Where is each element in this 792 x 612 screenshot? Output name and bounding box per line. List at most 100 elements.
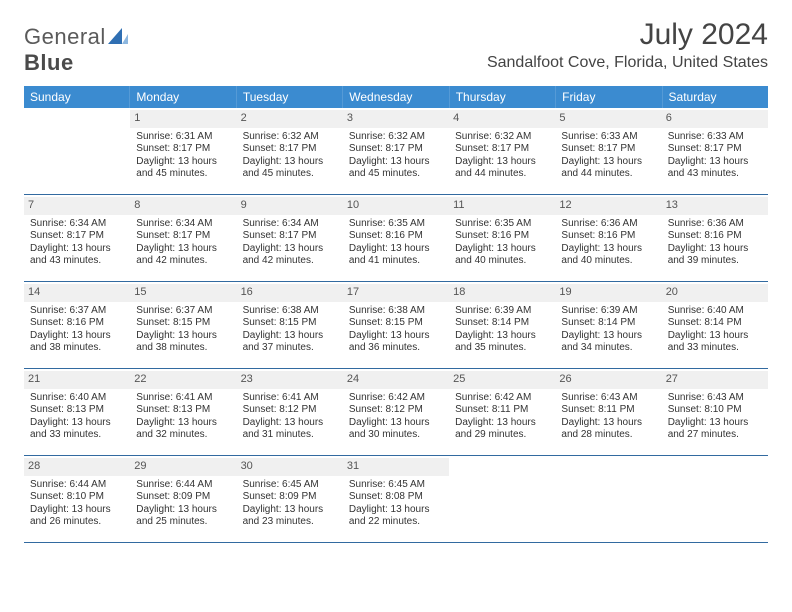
sunrise-text: Sunrise: 6:42 AM	[349, 392, 443, 405]
sunset-text: Sunset: 8:17 PM	[136, 143, 230, 156]
day-number: 17	[343, 284, 449, 302]
weekday-header: Thursday	[450, 86, 556, 108]
sunrise-text: Sunrise: 6:31 AM	[136, 131, 230, 144]
day-cell: 28Sunrise: 6:44 AMSunset: 8:10 PMDayligh…	[24, 456, 130, 542]
daylight-text: and 45 minutes.	[136, 168, 230, 181]
sunrise-text: Sunrise: 6:45 AM	[349, 479, 443, 492]
daylight-text: Daylight: 13 hours	[243, 156, 337, 169]
empty-cell	[24, 108, 130, 194]
daylight-text: and 42 minutes.	[243, 255, 337, 268]
day-cell: 14Sunrise: 6:37 AMSunset: 8:16 PMDayligh…	[24, 282, 130, 368]
daylight-text: and 30 minutes.	[349, 429, 443, 442]
sunrise-text: Sunrise: 6:34 AM	[243, 218, 337, 231]
daylight-text: and 35 minutes.	[455, 342, 549, 355]
logo-text-b: Blue	[24, 50, 74, 75]
daylight-text: Daylight: 13 hours	[136, 330, 230, 343]
day-cell: 17Sunrise: 6:38 AMSunset: 8:15 PMDayligh…	[343, 282, 449, 368]
daylight-text: and 31 minutes.	[243, 429, 337, 442]
sail-icon	[108, 24, 128, 50]
page-title: July 2024	[487, 18, 768, 52]
sunset-text: Sunset: 8:10 PM	[30, 491, 124, 504]
sunset-text: Sunset: 8:16 PM	[30, 317, 124, 330]
sunset-text: Sunset: 8:17 PM	[243, 230, 337, 243]
day-number: 12	[555, 197, 661, 215]
sunset-text: Sunset: 8:09 PM	[136, 491, 230, 504]
empty-cell	[555, 456, 661, 542]
day-cell: 13Sunrise: 6:36 AMSunset: 8:16 PMDayligh…	[662, 195, 768, 281]
day-number: 1	[130, 110, 236, 128]
day-cell: 19Sunrise: 6:39 AMSunset: 8:14 PMDayligh…	[555, 282, 661, 368]
daylight-text: and 38 minutes.	[30, 342, 124, 355]
day-number: 13	[662, 197, 768, 215]
sunset-text: Sunset: 8:16 PM	[561, 230, 655, 243]
daylight-text: Daylight: 13 hours	[349, 330, 443, 343]
daylight-text: Daylight: 13 hours	[668, 243, 762, 256]
daylight-text: Daylight: 13 hours	[561, 156, 655, 169]
sunrise-text: Sunrise: 6:41 AM	[136, 392, 230, 405]
sunset-text: Sunset: 8:13 PM	[136, 404, 230, 417]
daylight-text: and 45 minutes.	[243, 168, 337, 181]
weekday-header: Monday	[130, 86, 236, 108]
week-row: 7Sunrise: 6:34 AMSunset: 8:17 PMDaylight…	[24, 195, 768, 282]
sunrise-text: Sunrise: 6:34 AM	[136, 218, 230, 231]
daylight-text: and 41 minutes.	[349, 255, 443, 268]
daylight-text: Daylight: 13 hours	[136, 417, 230, 430]
daylight-text: Daylight: 13 hours	[349, 417, 443, 430]
daylight-text: and 36 minutes.	[349, 342, 443, 355]
day-number: 29	[130, 458, 236, 476]
day-cell: 11Sunrise: 6:35 AMSunset: 8:16 PMDayligh…	[449, 195, 555, 281]
sunrise-text: Sunrise: 6:44 AM	[136, 479, 230, 492]
daylight-text: Daylight: 13 hours	[455, 417, 549, 430]
day-cell: 24Sunrise: 6:42 AMSunset: 8:12 PMDayligh…	[343, 369, 449, 455]
week-row: 21Sunrise: 6:40 AMSunset: 8:13 PMDayligh…	[24, 369, 768, 456]
daylight-text: Daylight: 13 hours	[349, 504, 443, 517]
day-cell: 27Sunrise: 6:43 AMSunset: 8:10 PMDayligh…	[662, 369, 768, 455]
day-number: 9	[237, 197, 343, 215]
logo: General Blue	[24, 18, 128, 76]
day-cell: 6Sunrise: 6:33 AMSunset: 8:17 PMDaylight…	[662, 108, 768, 194]
day-number: 25	[449, 371, 555, 389]
day-number: 26	[555, 371, 661, 389]
daylight-text: and 25 minutes.	[136, 516, 230, 529]
daylight-text: Daylight: 13 hours	[243, 243, 337, 256]
daylight-text: and 22 minutes.	[349, 516, 443, 529]
day-number: 5	[555, 110, 661, 128]
sunset-text: Sunset: 8:15 PM	[243, 317, 337, 330]
sunrise-text: Sunrise: 6:38 AM	[349, 305, 443, 318]
weekday-header: Wednesday	[343, 86, 449, 108]
sunrise-text: Sunrise: 6:35 AM	[455, 218, 549, 231]
daylight-text: and 42 minutes.	[136, 255, 230, 268]
sunset-text: Sunset: 8:17 PM	[349, 143, 443, 156]
title-block: July 2024 Sandalfoot Cove, Florida, Unit…	[487, 18, 768, 72]
daylight-text: Daylight: 13 hours	[30, 504, 124, 517]
day-cell: 12Sunrise: 6:36 AMSunset: 8:16 PMDayligh…	[555, 195, 661, 281]
day-number: 7	[24, 197, 130, 215]
sunset-text: Sunset: 8:11 PM	[561, 404, 655, 417]
sunrise-text: Sunrise: 6:37 AM	[136, 305, 230, 318]
daylight-text: Daylight: 13 hours	[349, 243, 443, 256]
day-number: 21	[24, 371, 130, 389]
day-cell: 5Sunrise: 6:33 AMSunset: 8:17 PMDaylight…	[555, 108, 661, 194]
day-cell: 1Sunrise: 6:31 AMSunset: 8:17 PMDaylight…	[130, 108, 236, 194]
calendar: SundayMondayTuesdayWednesdayThursdayFrid…	[24, 86, 768, 543]
day-cell: 29Sunrise: 6:44 AMSunset: 8:09 PMDayligh…	[130, 456, 236, 542]
day-number: 23	[237, 371, 343, 389]
daylight-text: and 44 minutes.	[455, 168, 549, 181]
daylight-text: and 29 minutes.	[455, 429, 549, 442]
day-number: 20	[662, 284, 768, 302]
daylight-text: Daylight: 13 hours	[349, 156, 443, 169]
day-cell: 25Sunrise: 6:42 AMSunset: 8:11 PMDayligh…	[449, 369, 555, 455]
sunset-text: Sunset: 8:11 PM	[455, 404, 549, 417]
sunset-text: Sunset: 8:17 PM	[455, 143, 549, 156]
sunrise-text: Sunrise: 6:43 AM	[668, 392, 762, 405]
page-header: General Blue July 2024 Sandalfoot Cove, …	[24, 18, 768, 76]
daylight-text: and 39 minutes.	[668, 255, 762, 268]
sunset-text: Sunset: 8:17 PM	[136, 230, 230, 243]
sunset-text: Sunset: 8:17 PM	[30, 230, 124, 243]
day-number: 14	[24, 284, 130, 302]
day-number: 24	[343, 371, 449, 389]
day-number: 3	[343, 110, 449, 128]
sunrise-text: Sunrise: 6:32 AM	[243, 131, 337, 144]
day-number: 6	[662, 110, 768, 128]
sunrise-text: Sunrise: 6:36 AM	[668, 218, 762, 231]
